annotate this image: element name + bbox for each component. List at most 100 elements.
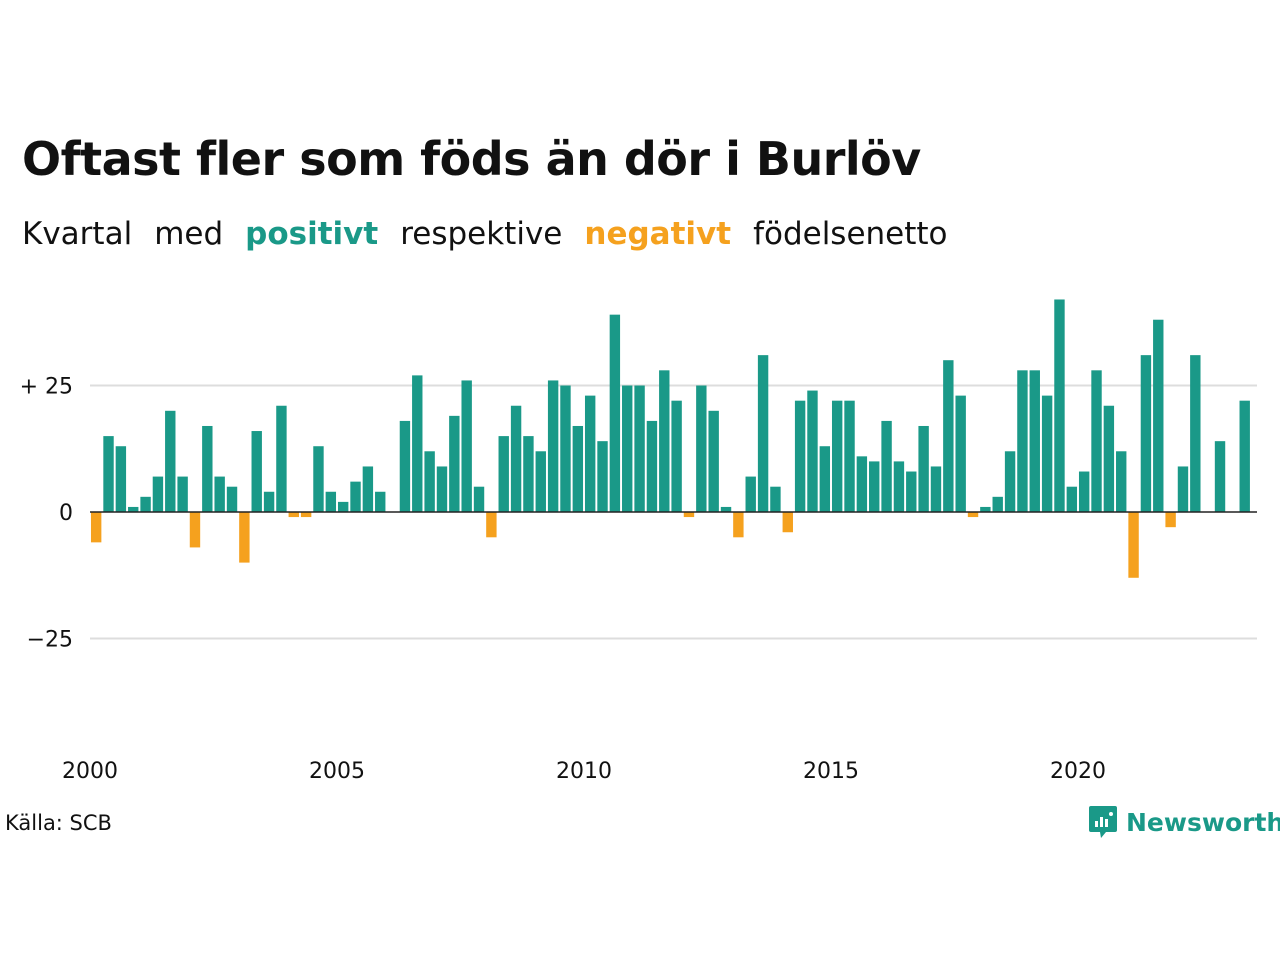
bar-positive: [906, 471, 917, 512]
bars: [90, 299, 1250, 578]
bar-positive: [696, 385, 707, 512]
bar-positive: [325, 491, 337, 512]
bar-positive: [498, 436, 509, 512]
x-tick-label: 2005: [309, 759, 365, 784]
bar-negative: [1165, 512, 1176, 528]
bar-positive: [622, 385, 633, 512]
x-tick-label: 2015: [803, 759, 859, 784]
bar-positive: [819, 446, 831, 512]
bar-positive: [1004, 451, 1016, 512]
bar-positive: [1116, 451, 1127, 512]
bar-positive: [1078, 471, 1090, 512]
y-tick-label: + 25: [20, 375, 73, 400]
bar-positive: [980, 506, 991, 512]
bar-positive: [1029, 370, 1040, 512]
bar-positive: [202, 425, 213, 512]
bar-positive: [646, 420, 658, 512]
bar-positive: [881, 420, 892, 512]
bar-positive: [510, 405, 522, 512]
bar-positive: [152, 476, 164, 512]
bar-positive: [572, 425, 584, 512]
bar-negative: [782, 512, 793, 533]
y-tick-label: −25: [27, 628, 73, 653]
bar-negative: [733, 512, 744, 538]
axes: −25 0 + 25 2000 2005 2010 2015 2020: [20, 375, 1257, 784]
bar-positive: [226, 486, 238, 512]
bar-positive: [671, 400, 682, 512]
bar-positive: [844, 400, 855, 512]
bar-positive: [584, 395, 596, 512]
bar-positive: [992, 496, 1003, 512]
bar-positive: [893, 461, 905, 512]
subtitle-word: med: [154, 216, 224, 252]
bar-positive: [165, 410, 176, 512]
bar-positive: [399, 420, 411, 512]
bar-positive: [1190, 355, 1201, 512]
subtitle-positive-label: positivt: [245, 216, 379, 252]
chart-subtitle: Kvartal med positivt respektive negativt föde…: [22, 216, 970, 252]
x-tick-label: 2000: [62, 759, 118, 784]
bar-negative: [189, 512, 201, 548]
bar-positive: [461, 380, 472, 512]
bar-positive: [535, 451, 546, 512]
bar-positive: [103, 436, 114, 512]
bar-positive: [757, 355, 769, 512]
bar-positive: [943, 360, 954, 512]
bar-positive: [1239, 400, 1250, 512]
bar-positive: [313, 446, 324, 512]
bar-positive: [955, 395, 966, 512]
bar-positive: [794, 400, 806, 512]
brand-logo: Newsworthy: [1088, 805, 1280, 839]
bar-negative: [90, 512, 102, 543]
bar-positive: [745, 476, 756, 512]
bar-negative: [239, 512, 250, 563]
bar-positive: [597, 441, 608, 512]
bar-positive: [770, 486, 781, 512]
bar-positive: [375, 491, 386, 512]
bar-positive: [807, 390, 818, 512]
bar-positive: [436, 466, 448, 512]
bar-positive: [720, 506, 732, 512]
subtitle-word: respektive: [400, 216, 563, 252]
bar-positive: [177, 476, 188, 512]
bar-positive: [634, 385, 645, 512]
subtitle-word: födelsenetto: [753, 216, 948, 252]
bar-negative: [1128, 512, 1139, 578]
bar-positive: [424, 451, 435, 512]
bar-negative: [300, 512, 312, 518]
subtitle-negative-label: negativt: [584, 216, 732, 252]
y-tick-label: 0: [59, 501, 73, 526]
bar-positive: [1103, 405, 1115, 512]
bar-positive: [115, 446, 127, 512]
bar-positive: [1177, 466, 1189, 512]
bar-positive: [1066, 486, 1078, 512]
bar-positive: [449, 415, 460, 512]
bar-positive: [708, 410, 719, 512]
bar-positive: [1091, 370, 1102, 512]
bar-positive: [412, 375, 423, 512]
bar-positive: [263, 491, 275, 512]
source-note: Källa: SCB: [5, 811, 112, 835]
bar-positive: [276, 405, 287, 512]
bar-positive: [930, 466, 942, 512]
bar-positive: [1017, 370, 1028, 512]
bar-positive: [523, 436, 534, 512]
bar-negative: [486, 512, 497, 538]
x-tick-label: 2010: [556, 759, 612, 784]
bar-positive: [337, 501, 349, 512]
newsworthy-logo-icon: [1089, 806, 1117, 838]
bar-positive: [1054, 299, 1065, 512]
bar-positive: [1153, 319, 1164, 512]
bar-positive: [659, 370, 670, 512]
bar-positive: [251, 431, 262, 512]
bar-positive: [609, 314, 621, 512]
bar-positive: [350, 481, 361, 512]
bar-positive: [214, 476, 225, 512]
bar-positive: [918, 425, 929, 512]
bar-positive: [831, 400, 843, 512]
bar-positive: [547, 380, 559, 512]
bar-chart: −25 0 + 25 2000 2005 2010 2015 2020: [20, 299, 1257, 784]
bar-positive: [1140, 355, 1152, 512]
brand-name: Newsworthy: [1126, 807, 1280, 837]
bar-positive: [1041, 395, 1053, 512]
